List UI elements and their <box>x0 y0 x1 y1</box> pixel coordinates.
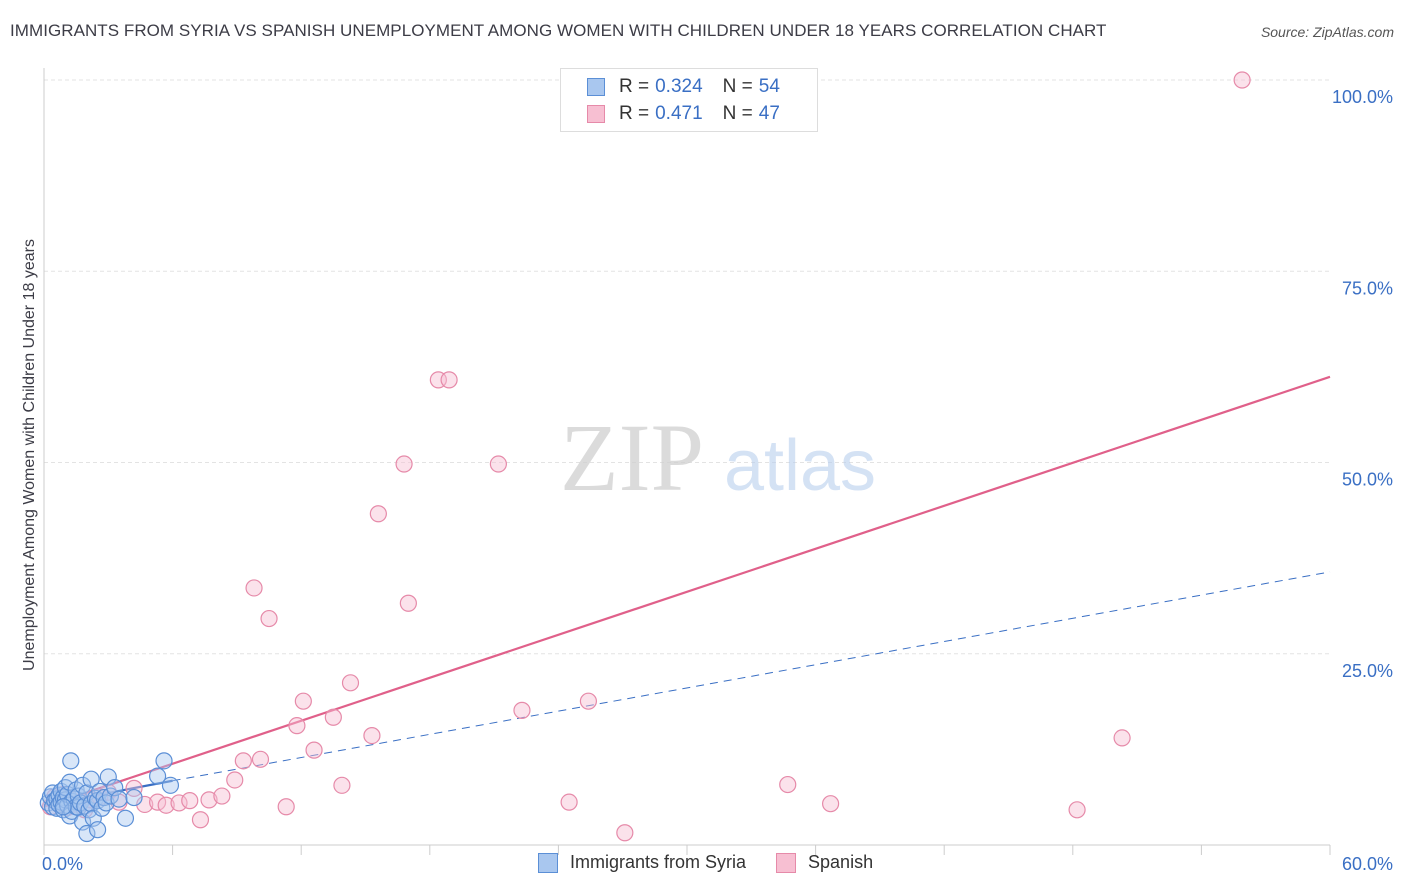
point-spanish <box>294 692 312 710</box>
y-tick-label: 50.0% <box>1342 470 1393 490</box>
point-spanish <box>157 796 175 814</box>
point-spanish <box>1068 801 1086 819</box>
axes <box>43 68 1331 855</box>
point-syria <box>88 821 107 839</box>
point-spanish <box>1113 729 1131 747</box>
point-syria <box>161 776 180 794</box>
y-tick-label: 100.0% <box>1332 87 1393 107</box>
x-tick-label: 60.0% <box>1342 854 1393 874</box>
point-syria <box>99 768 117 786</box>
legend-r-label: R = <box>619 76 650 97</box>
legend-r-value-spanish: 0.471 <box>655 103 703 124</box>
point-spanish <box>1233 71 1251 89</box>
trendline-syria <box>172 571 1331 782</box>
point-spanish <box>181 792 199 810</box>
gridlines <box>44 79 1330 655</box>
point-syria <box>82 770 100 788</box>
point-syria <box>54 798 72 816</box>
point-spanish <box>440 371 458 389</box>
point-spanish <box>822 795 840 813</box>
legend-item-spanish[interactable]: Spanish <box>776 852 873 873</box>
legend-label-spanish: Spanish <box>808 852 874 872</box>
point-spanish <box>779 775 797 794</box>
point-spanish <box>170 794 188 812</box>
point-syria <box>148 767 167 785</box>
point-spanish <box>363 727 381 745</box>
tick-labels: 25.0% 50.0% 75.0% 100.0% 0.0% 60.0% <box>42 87 1393 874</box>
legend-n-value-syria: 54 <box>758 76 780 97</box>
x-tick-label: 0.0% <box>42 854 83 874</box>
legend-row-spanish: R = 0.471 N = 47 <box>587 102 780 126</box>
point-spanish <box>245 579 263 597</box>
point-spanish <box>191 811 210 829</box>
point-syria <box>155 752 173 770</box>
point-syria <box>62 752 80 770</box>
point-spanish <box>324 708 342 726</box>
point-spanish <box>213 787 231 805</box>
point-spanish <box>333 776 351 794</box>
chart-title: IMMIGRANTS FROM SYRIA VS SPANISH UNEMPLO… <box>10 21 1107 40</box>
source-label: Source: ZipAtlas.com <box>1260 24 1394 40</box>
y-axis-label: Unemployment Among Women with Children U… <box>21 239 38 671</box>
legend-label-syria: Immigrants from Syria <box>570 852 747 872</box>
point-spanish <box>341 674 360 692</box>
point-spanish <box>399 594 417 612</box>
point-spanish <box>616 824 634 842</box>
point-spanish <box>369 505 387 523</box>
point-spanish <box>200 791 218 809</box>
stats-legend: R = 0.324 N = 54 R = 0.471 N = 47 <box>560 68 818 132</box>
watermark-zip: ZIP <box>560 404 704 511</box>
point-spanish <box>579 692 598 710</box>
point-spanish <box>136 795 154 814</box>
point-spanish <box>305 741 323 759</box>
y-tick-label: 75.0% <box>1342 278 1393 298</box>
point-syria <box>116 809 135 827</box>
point-syria <box>78 824 96 843</box>
point-spanish <box>234 752 252 770</box>
point-spanish <box>560 793 578 811</box>
legend-swatch-syria <box>587 78 605 96</box>
y-tick-label: 25.0% <box>1342 661 1393 681</box>
legend-swatch-spanish <box>776 852 797 873</box>
point-spanish <box>489 455 507 473</box>
point-spanish <box>251 750 270 768</box>
legend-row-syria: R = 0.324 N = 54 <box>587 75 780 99</box>
legend-swatch-syria <box>538 852 558 873</box>
point-spanish <box>260 609 278 628</box>
point-spanish <box>395 455 413 473</box>
watermark: ZIP atlas <box>560 404 876 511</box>
legend-r-label: R = <box>619 103 650 124</box>
point-spanish <box>226 771 244 789</box>
point-spanish <box>125 779 143 797</box>
watermark-atlas: atlas <box>724 426 876 506</box>
trendline-spanish <box>43 375 1331 808</box>
point-spanish <box>288 717 306 735</box>
point-spanish <box>277 798 295 816</box>
legend-n-label: N = <box>722 103 753 124</box>
legend-n-label: N = <box>722 76 753 97</box>
point-syria <box>110 790 128 808</box>
legend-item-syria[interactable]: Immigrants from Syria <box>538 852 746 873</box>
point-spanish <box>513 701 531 719</box>
legend-r-value-syria: 0.324 <box>655 76 703 97</box>
point-syria <box>125 788 143 807</box>
legend-n-value-spanish: 47 <box>758 103 780 124</box>
series-legend: Immigrants from Syria Spanish <box>538 852 903 873</box>
legend-swatch-spanish <box>587 105 605 123</box>
